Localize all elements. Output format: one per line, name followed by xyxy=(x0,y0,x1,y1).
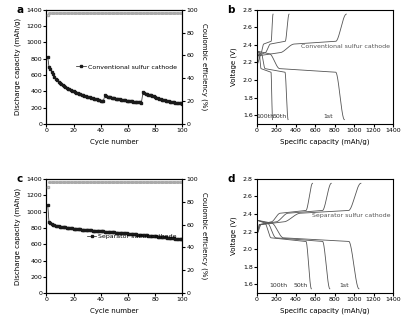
Separator sulfur cathode xyxy=(77,227,81,231)
Text: Separator sulfur cathode: Separator sulfur cathode xyxy=(312,213,390,218)
Text: 100th: 100th xyxy=(256,114,274,119)
Conventional sulfur cathode xyxy=(114,97,119,101)
Text: 1st: 1st xyxy=(340,283,349,288)
Separator sulfur cathode xyxy=(173,237,178,240)
Text: 100th: 100th xyxy=(269,283,287,288)
X-axis label: Specific capacity (mAh/g): Specific capacity (mAh/g) xyxy=(280,308,370,315)
X-axis label: Cycle number: Cycle number xyxy=(90,308,139,314)
Conventional sulfur cathode xyxy=(180,102,185,106)
Conventional sulfur cathode xyxy=(173,101,178,105)
Conventional sulfur cathode xyxy=(125,99,130,103)
Conventional sulfur cathode xyxy=(77,92,81,96)
Separator sulfur cathode xyxy=(71,227,76,231)
Separator sulfur cathode xyxy=(45,203,50,207)
Conventional sulfur cathode xyxy=(169,100,174,104)
Conventional sulfur cathode xyxy=(71,89,76,93)
Text: 50th: 50th xyxy=(272,114,287,119)
Conventional sulfur cathode xyxy=(45,55,50,59)
Y-axis label: Discharge capacity (mAh/g): Discharge capacity (mAh/g) xyxy=(15,188,21,284)
Separator sulfur cathode xyxy=(169,236,174,240)
Text: c: c xyxy=(17,174,23,184)
Y-axis label: Coulombic efficiency (%): Coulombic efficiency (%) xyxy=(201,192,208,280)
Separator sulfur cathode xyxy=(125,232,130,236)
Separator sulfur cathode xyxy=(180,237,185,241)
X-axis label: Cycle number: Cycle number xyxy=(90,139,139,145)
Line: Separator sulfur cathode: Separator sulfur cathode xyxy=(46,204,183,241)
Text: Conventional sulfur cathode: Conventional sulfur cathode xyxy=(301,44,390,49)
Legend: Conventional sulfur cathode: Conventional sulfur cathode xyxy=(74,62,179,72)
Text: d: d xyxy=(227,174,235,184)
Text: 50th: 50th xyxy=(293,283,308,288)
Y-axis label: Voltage (V): Voltage (V) xyxy=(231,217,237,255)
Separator sulfur cathode xyxy=(114,231,119,235)
Text: a: a xyxy=(17,5,23,15)
Text: b: b xyxy=(227,5,235,15)
Y-axis label: Coulombic efficiency (%): Coulombic efficiency (%) xyxy=(201,23,208,110)
X-axis label: Specific capacity (mAh/g): Specific capacity (mAh/g) xyxy=(280,139,370,145)
Y-axis label: Voltage (V): Voltage (V) xyxy=(231,48,237,86)
Y-axis label: Discharge capacity (mAh/g): Discharge capacity (mAh/g) xyxy=(15,18,21,115)
Legend: Separator sulfur cathode: Separator sulfur cathode xyxy=(84,231,179,241)
Text: 1st: 1st xyxy=(323,114,333,119)
Line: Conventional sulfur cathode: Conventional sulfur cathode xyxy=(46,56,183,105)
